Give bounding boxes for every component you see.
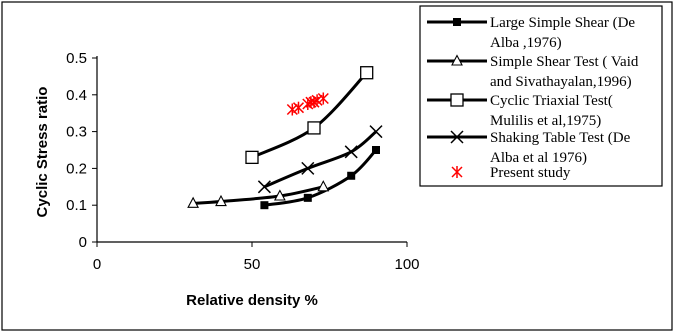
series-line <box>264 148 378 207</box>
series-5 <box>286 92 329 116</box>
legend-marker <box>451 54 463 66</box>
legend-label: Simple Shear Test ( Vaid <box>490 54 639 70</box>
data-point <box>260 201 269 210</box>
y-tick-label: 0.1 <box>66 197 87 214</box>
y-tick-label: 0.5 <box>66 50 87 67</box>
legend-marker <box>450 93 464 107</box>
legend-marker <box>453 18 461 26</box>
legend-label: Large Simple Shear (De <box>490 15 635 31</box>
legend: Large Simple Shear (De Alba ,1976) Simple … <box>419 5 663 187</box>
y-tick-label: 0.4 <box>66 87 87 104</box>
y-tick-label: 0 <box>79 234 87 251</box>
data-point <box>273 189 286 201</box>
legend-entry: Cyclic Triaxial Test( Mulilis et al,1975) <box>427 93 613 129</box>
y-tick-label: 0.3 <box>66 124 87 141</box>
data-point <box>360 66 374 80</box>
series-3 <box>245 66 374 165</box>
data-point <box>303 193 312 202</box>
legend-label: Alba ,1976) <box>490 35 562 51</box>
legend-label: Present study <box>490 165 571 181</box>
data-point <box>347 171 356 180</box>
legend-marker <box>451 166 463 178</box>
data-point <box>187 196 200 208</box>
legend-label: and Sivathayalan,1996) <box>490 74 632 90</box>
axes: 0 0.1 0.2 0.3 0.4 0.5 0 50 100 Relative density %… <box>34 50 420 309</box>
series-line <box>193 185 324 205</box>
x-axis-title: Relative density % <box>186 292 318 309</box>
legend-entry: Simple Shear Test ( Vaid and Sivathayalan… <box>427 54 639 90</box>
x-tick-label: 50 <box>244 256 261 273</box>
series-2 <box>187 180 330 208</box>
data-point <box>344 145 358 159</box>
data-point <box>292 101 305 114</box>
plot-area <box>187 66 383 210</box>
legend-entry: Present study <box>451 165 571 181</box>
series-1 <box>260 146 380 210</box>
data-point <box>301 161 315 175</box>
legend-label: Cyclic Triaxial Test( <box>490 93 613 109</box>
data-point <box>372 146 380 154</box>
legend-label: Mulilis et al,1975) <box>490 113 601 129</box>
y-axis-title: Cyclic Stress ratio <box>34 87 51 218</box>
legend-entry: Shaking Table Test (De Alba et al 1976) <box>427 130 631 166</box>
x-tick-label: 0 <box>93 256 101 273</box>
data-point <box>317 92 329 105</box>
data-point <box>257 180 271 194</box>
legend-label: Alba et al 1976) <box>490 150 587 166</box>
x-tick-label: 100 <box>394 256 419 273</box>
data-point <box>245 150 259 165</box>
data-point <box>286 103 298 116</box>
data-point <box>215 194 227 207</box>
series-line <box>263 130 377 189</box>
data-point <box>317 180 330 192</box>
legend-label: Shaking Table Test (De <box>490 130 631 146</box>
legend-entry: Large Simple Shear (De Alba ,1976) <box>427 15 635 51</box>
data-point <box>311 94 323 107</box>
legend-marker <box>450 130 464 144</box>
series-4 <box>257 125 383 194</box>
data-point <box>369 125 383 139</box>
data-point <box>307 121 321 135</box>
y-tick-label: 0.2 <box>66 160 87 177</box>
